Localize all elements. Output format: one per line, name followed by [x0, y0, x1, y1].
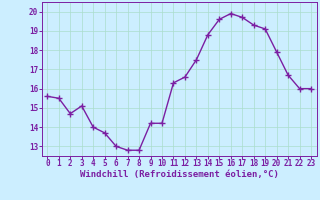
X-axis label: Windchill (Refroidissement éolien,°C): Windchill (Refroidissement éolien,°C): [80, 170, 279, 179]
